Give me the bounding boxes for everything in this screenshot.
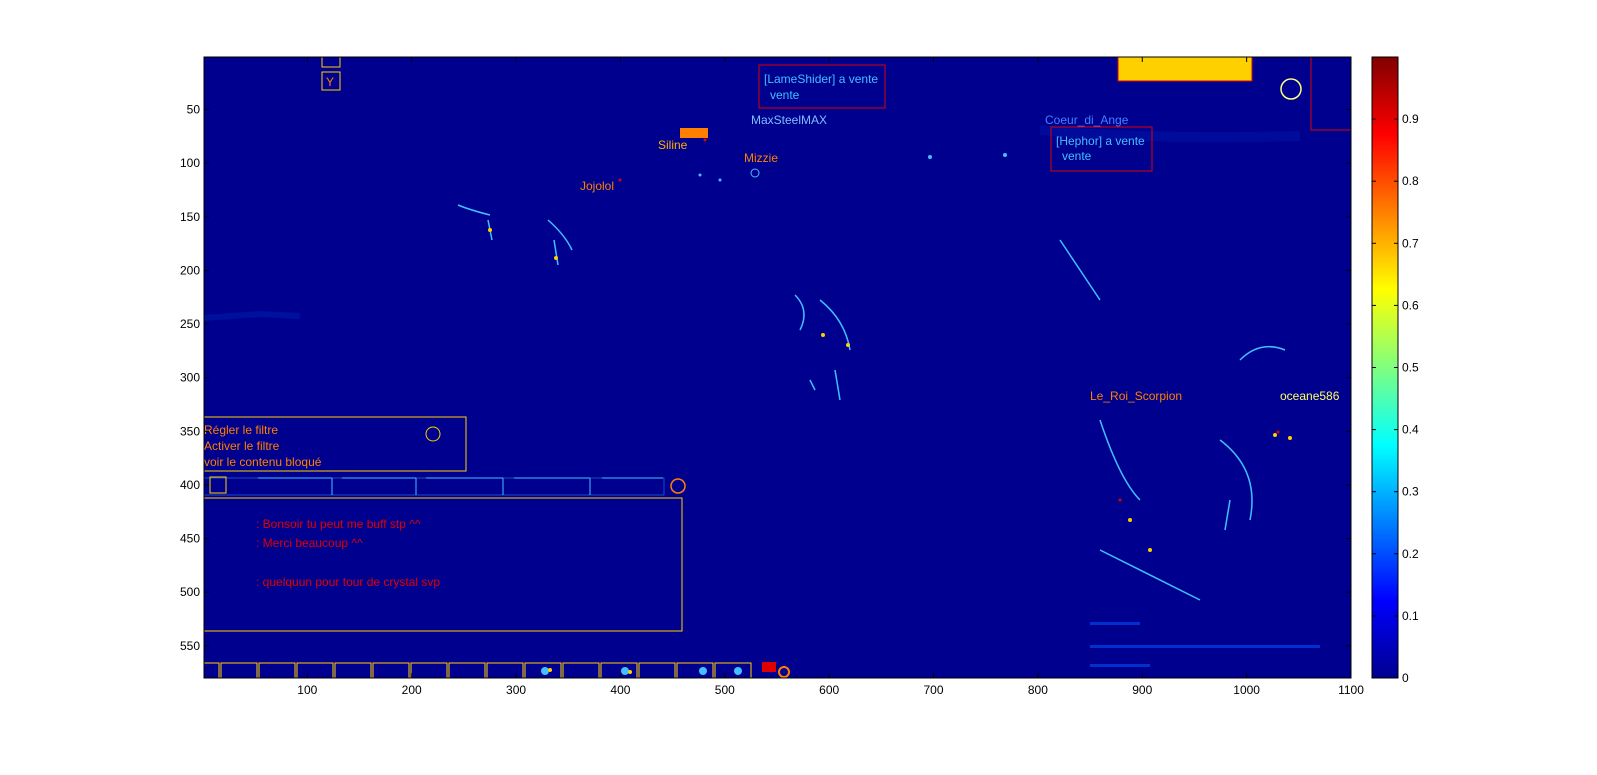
- x-tick-label: 900: [1132, 683, 1152, 697]
- colorbar-tick-label: 0.4: [1402, 423, 1419, 437]
- colorbar: 0 0.1 0.2 0.3 0.4 0.5 0.6 0.7 0.8 0.9: [1371, 56, 1419, 685]
- heatmap: Y [LameShider] a vente vente [Hephor] a …: [203, 56, 1352, 679]
- y-axis: 50 100 150 200 250 300 350 400 450 500 550: [180, 103, 1351, 653]
- colorbar-tick-label: 0.6: [1402, 298, 1419, 312]
- chat-line-1: : Bonsoir tu peut me buff stp ^^: [256, 517, 421, 531]
- colorbar-ticks: 0 0.1 0.2 0.3 0.4 0.5 0.6 0.7 0.8 0.9: [1372, 112, 1419, 685]
- colorbar-tick-label: 0: [1402, 671, 1409, 685]
- filter-menu-item-2: Activer le filtre: [204, 439, 280, 453]
- shop-label-2: vente: [770, 88, 800, 102]
- name-siline: Siline: [658, 138, 688, 152]
- y-tick-label: 100: [180, 156, 200, 170]
- name-oceane: oceane586: [1280, 389, 1340, 403]
- chat-line-2: : Merci beaucoup ^^: [256, 536, 363, 550]
- x-tick-label: 100: [297, 683, 317, 697]
- x-tick-label: 700: [924, 683, 944, 697]
- y-tick-label: 150: [180, 210, 200, 224]
- y-tick-label: 500: [180, 585, 200, 599]
- x-tick-label: 1000: [1233, 683, 1260, 697]
- x-tick-label: 800: [1028, 683, 1048, 697]
- y-tick-label: 250: [180, 317, 200, 331]
- x-tick-label: 300: [506, 683, 526, 697]
- heatmap-background: [204, 57, 1351, 678]
- y-tick-label: 400: [180, 478, 200, 492]
- name-mizzie: Mizzie: [744, 151, 778, 165]
- colorbar-tick-label: 0.1: [1402, 609, 1419, 623]
- chat-line-3: : quelquun pour tour de crystal svp: [256, 575, 440, 589]
- colorbar-tick-label: 0.8: [1402, 174, 1419, 188]
- y-tick-label: 550: [180, 639, 200, 653]
- heatmap-features: Y [LameShider] a vente vente [Hephor] a …: [204, 57, 1351, 678]
- y-tick-label: 200: [180, 263, 200, 277]
- svg-text:Y: Y: [326, 75, 334, 89]
- x-tick-label: 1100: [1338, 683, 1364, 697]
- shop-label-3: [Hephor] a vente: [1056, 134, 1145, 148]
- name-jojolol: Jojolol: [580, 179, 614, 193]
- x-axis: 100 200 300 400 500 600 700 800 900 1000 1100: [297, 57, 1364, 697]
- shop-label-1: [LameShider] a vente: [764, 72, 878, 86]
- colorbar-tick-label: 0.5: [1402, 361, 1419, 375]
- x-tick-label: 200: [402, 683, 422, 697]
- shop-label-4: vente: [1062, 149, 1092, 163]
- y-tick-label: 300: [180, 371, 200, 385]
- plot-frame: [203, 56, 1352, 679]
- colorbar-tick-label: 0.2: [1402, 547, 1419, 561]
- colorbar-tick-label: 0.9: [1402, 112, 1419, 126]
- name-scorpion: Le_Roi_Scorpion: [1090, 389, 1182, 403]
- colorbar-tick-label: 0.3: [1402, 485, 1419, 499]
- filter-menu-item-3: voir le contenu bloqué: [204, 455, 322, 469]
- name-coeur: Coeur_di_Ange: [1045, 113, 1129, 127]
- name-maxsteel: MaxSteelMAX: [751, 113, 827, 127]
- colorbar-tick-label: 0.7: [1402, 236, 1419, 250]
- x-tick-label: 600: [819, 683, 839, 697]
- x-tick-label: 500: [715, 683, 735, 697]
- y-tick-label: 450: [180, 532, 200, 546]
- y-tick-label: 350: [180, 424, 200, 438]
- y-tick-label: 50: [187, 103, 201, 117]
- x-tick-label: 400: [610, 683, 630, 697]
- filter-menu-item-1: Régler le filtre: [204, 423, 278, 437]
